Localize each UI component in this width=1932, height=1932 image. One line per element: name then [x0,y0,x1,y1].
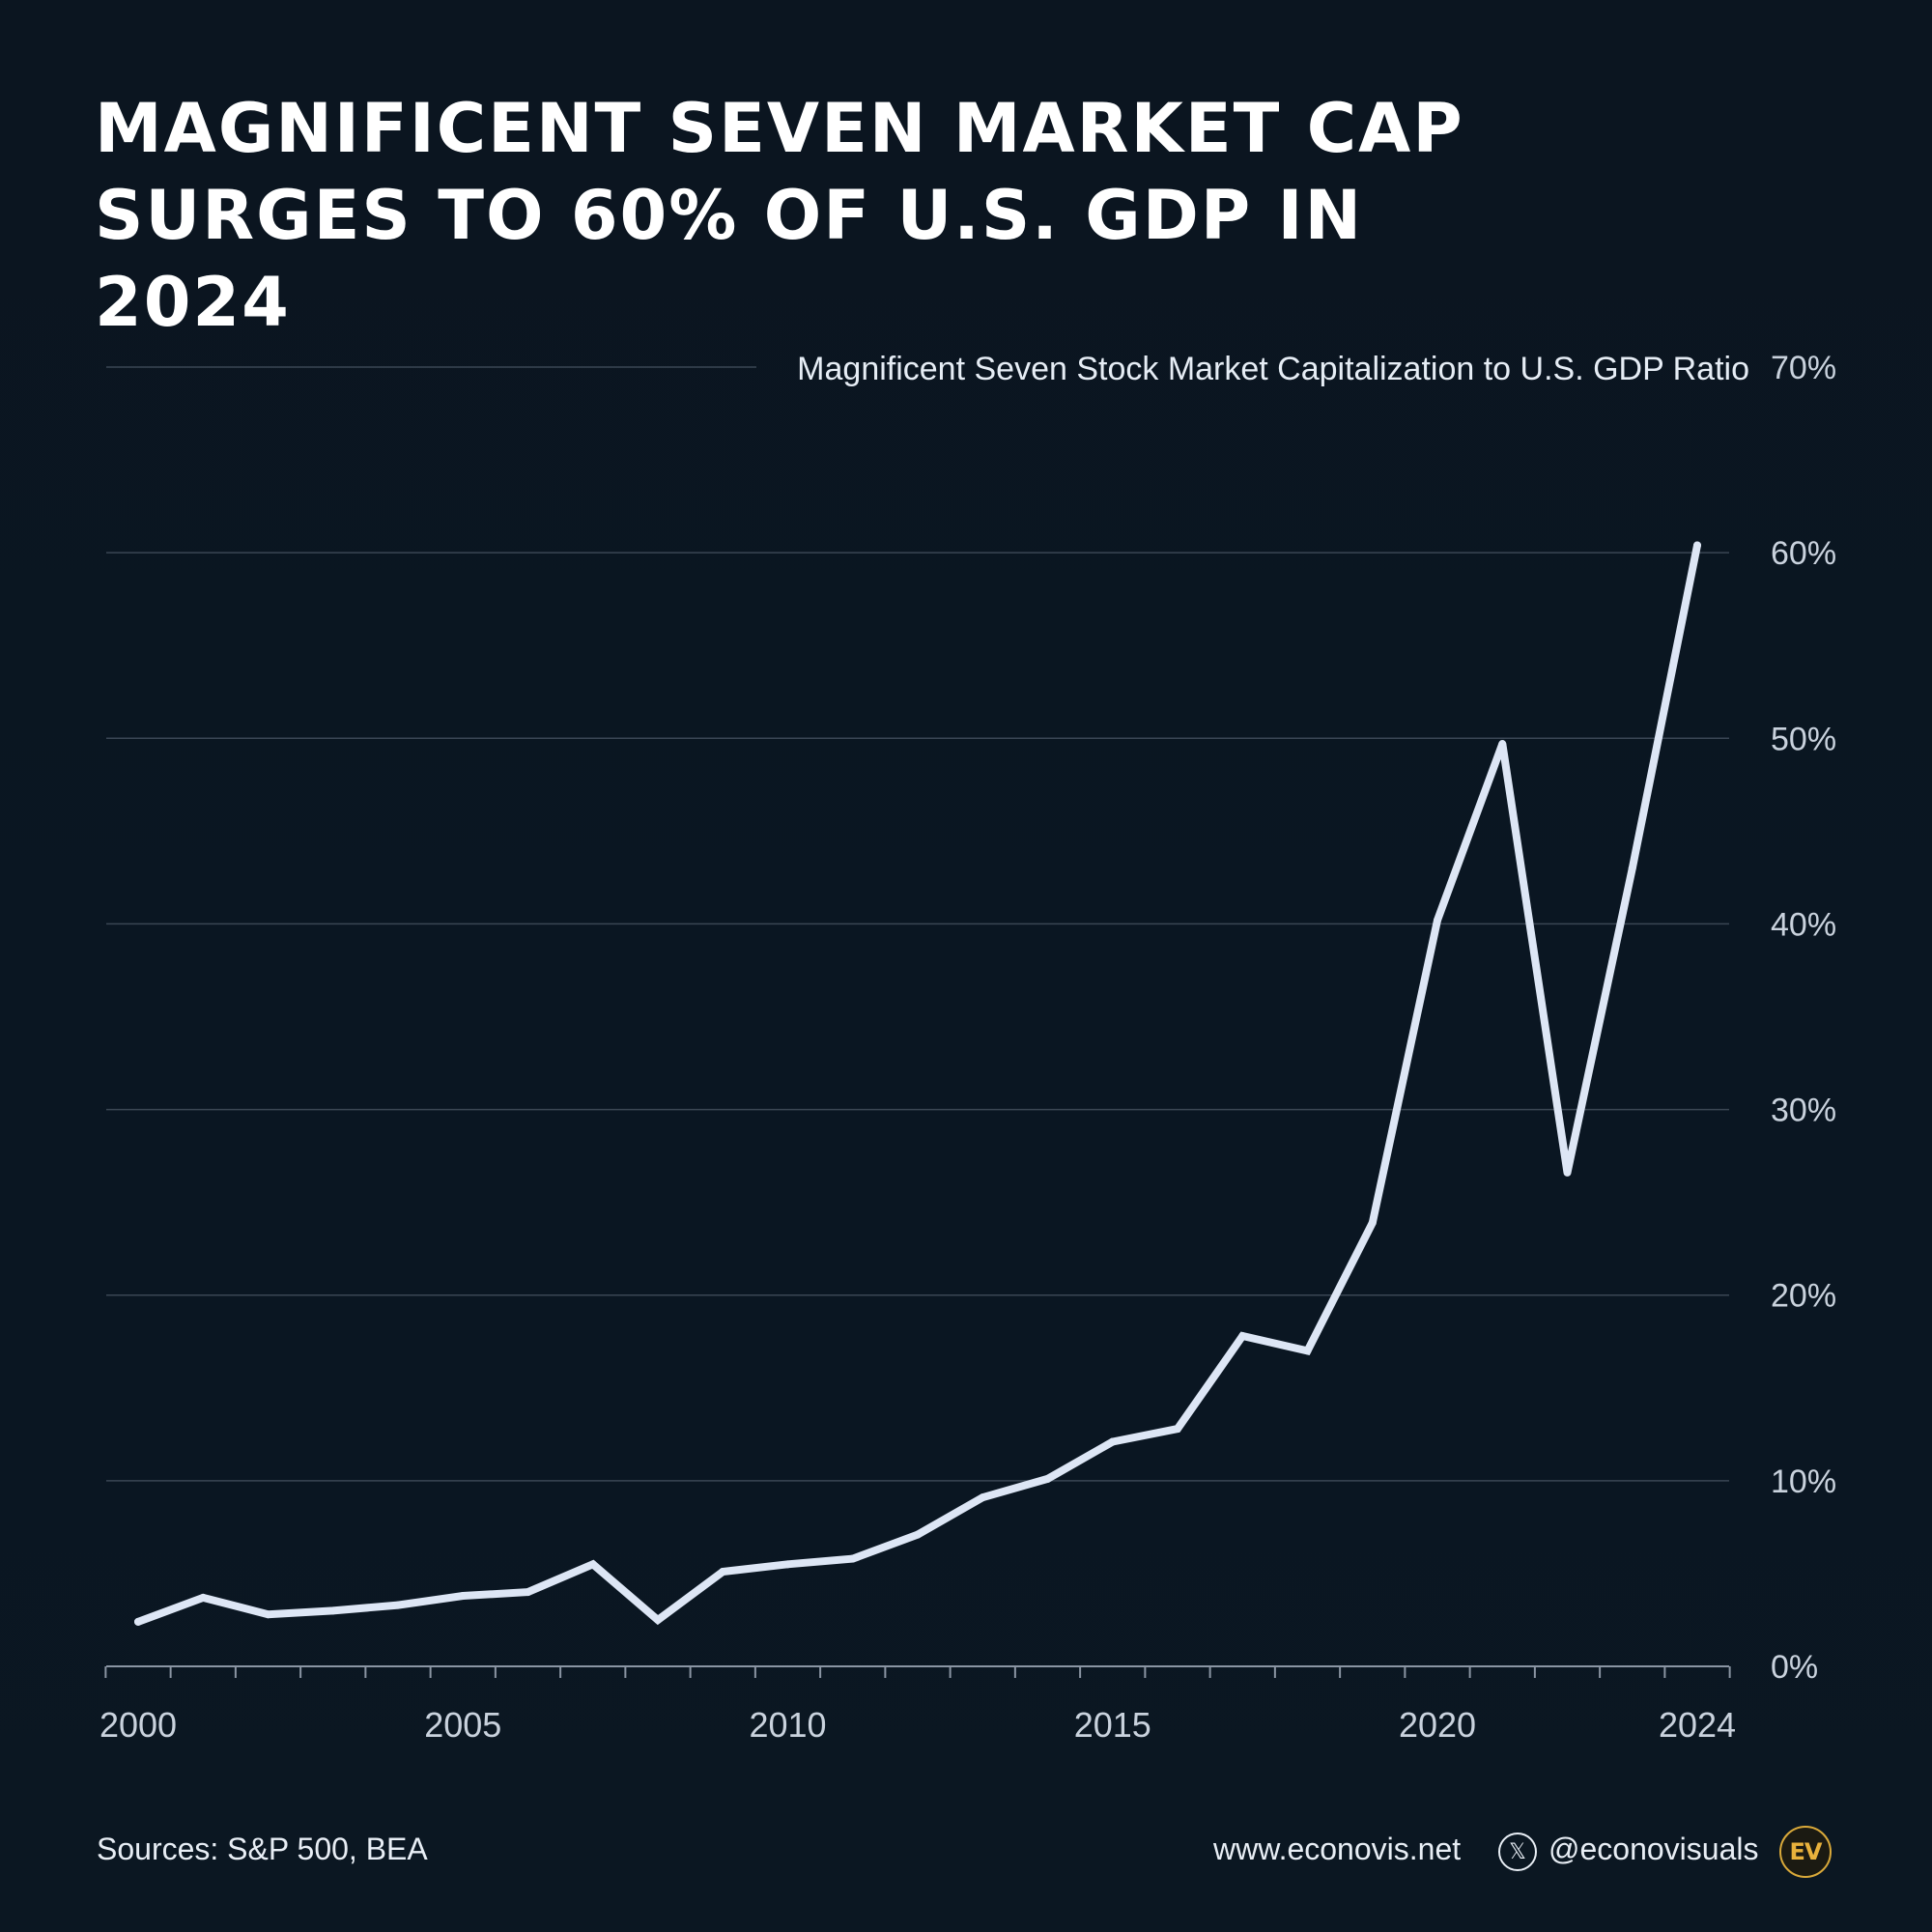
data-point-2018 [1303,1347,1312,1355]
x-tick-label: 2005 [424,1705,501,1745]
data-point-2003 [328,1606,337,1615]
data-point-2010 [783,1560,792,1569]
social-handle[interactable]: @econovisuals [1548,1832,1759,1866]
data-point-2000 [134,1617,142,1626]
data-point-2002 [264,1610,272,1619]
y-tick-label: 60% [1771,535,1836,572]
sources-note: Sources: S&P 500, BEA [97,1832,428,1866]
data-point-2004 [394,1601,402,1609]
data-point-2017 [1238,1331,1247,1340]
data-point-2015 [1108,1437,1117,1446]
data-point-2021 [1498,740,1507,749]
x-tick-label: 2000 [99,1705,177,1745]
title-line-1: MAGNIFICENT SEVEN MARKET CAP [95,89,1464,168]
data-point-2011 [848,1554,857,1563]
data-point-2005 [459,1591,468,1600]
y-tick-label: 10% [1771,1463,1836,1500]
data-point-2012 [914,1530,922,1539]
data-point-2019 [1368,1218,1377,1227]
data-point-2007 [588,1560,597,1569]
data-point-2009 [719,1568,727,1577]
data-point-2006 [524,1588,532,1597]
x-tick-label: 2010 [749,1705,826,1745]
data-point-2014 [1043,1474,1052,1483]
y-tick-label: 0% [1771,1649,1818,1686]
x-logo-icon: 𝕏 [1498,1833,1537,1871]
data-point-2013 [979,1493,987,1502]
data-point-2022 [1563,1168,1572,1177]
title-line-2: SURGES TO 60% OF U.S. GDP IN 2024 [95,176,1364,342]
y-tick-label: 30% [1771,1093,1836,1129]
chart-title: MAGNIFICENT SEVEN MARKET CAP SURGES TO 6… [95,85,1544,346]
website-link[interactable]: www.econovis.net [1213,1832,1462,1866]
y-tick-label: 70% [1771,350,1836,386]
data-point-2016 [1174,1425,1181,1434]
data-point-2023 [1628,864,1636,872]
data-point-2020 [1434,916,1441,924]
data-point-2008 [654,1615,662,1624]
series-title: Magnificent Seven Stock Market Capitaliz… [797,351,1749,387]
y-tick-label: 20% [1771,1278,1836,1315]
data-point-2024 [1693,541,1701,550]
x-tick-label: 2015 [1074,1705,1151,1745]
econovis-logo: EV [1779,1826,1832,1878]
x-tick-label: 2020 [1399,1705,1476,1745]
x-tick-label: 2024 [1659,1705,1736,1745]
y-tick-label: 40% [1771,906,1836,943]
series-line [134,541,1701,1626]
data-point-2001 [199,1593,208,1602]
y-tick-label: 50% [1771,721,1836,757]
